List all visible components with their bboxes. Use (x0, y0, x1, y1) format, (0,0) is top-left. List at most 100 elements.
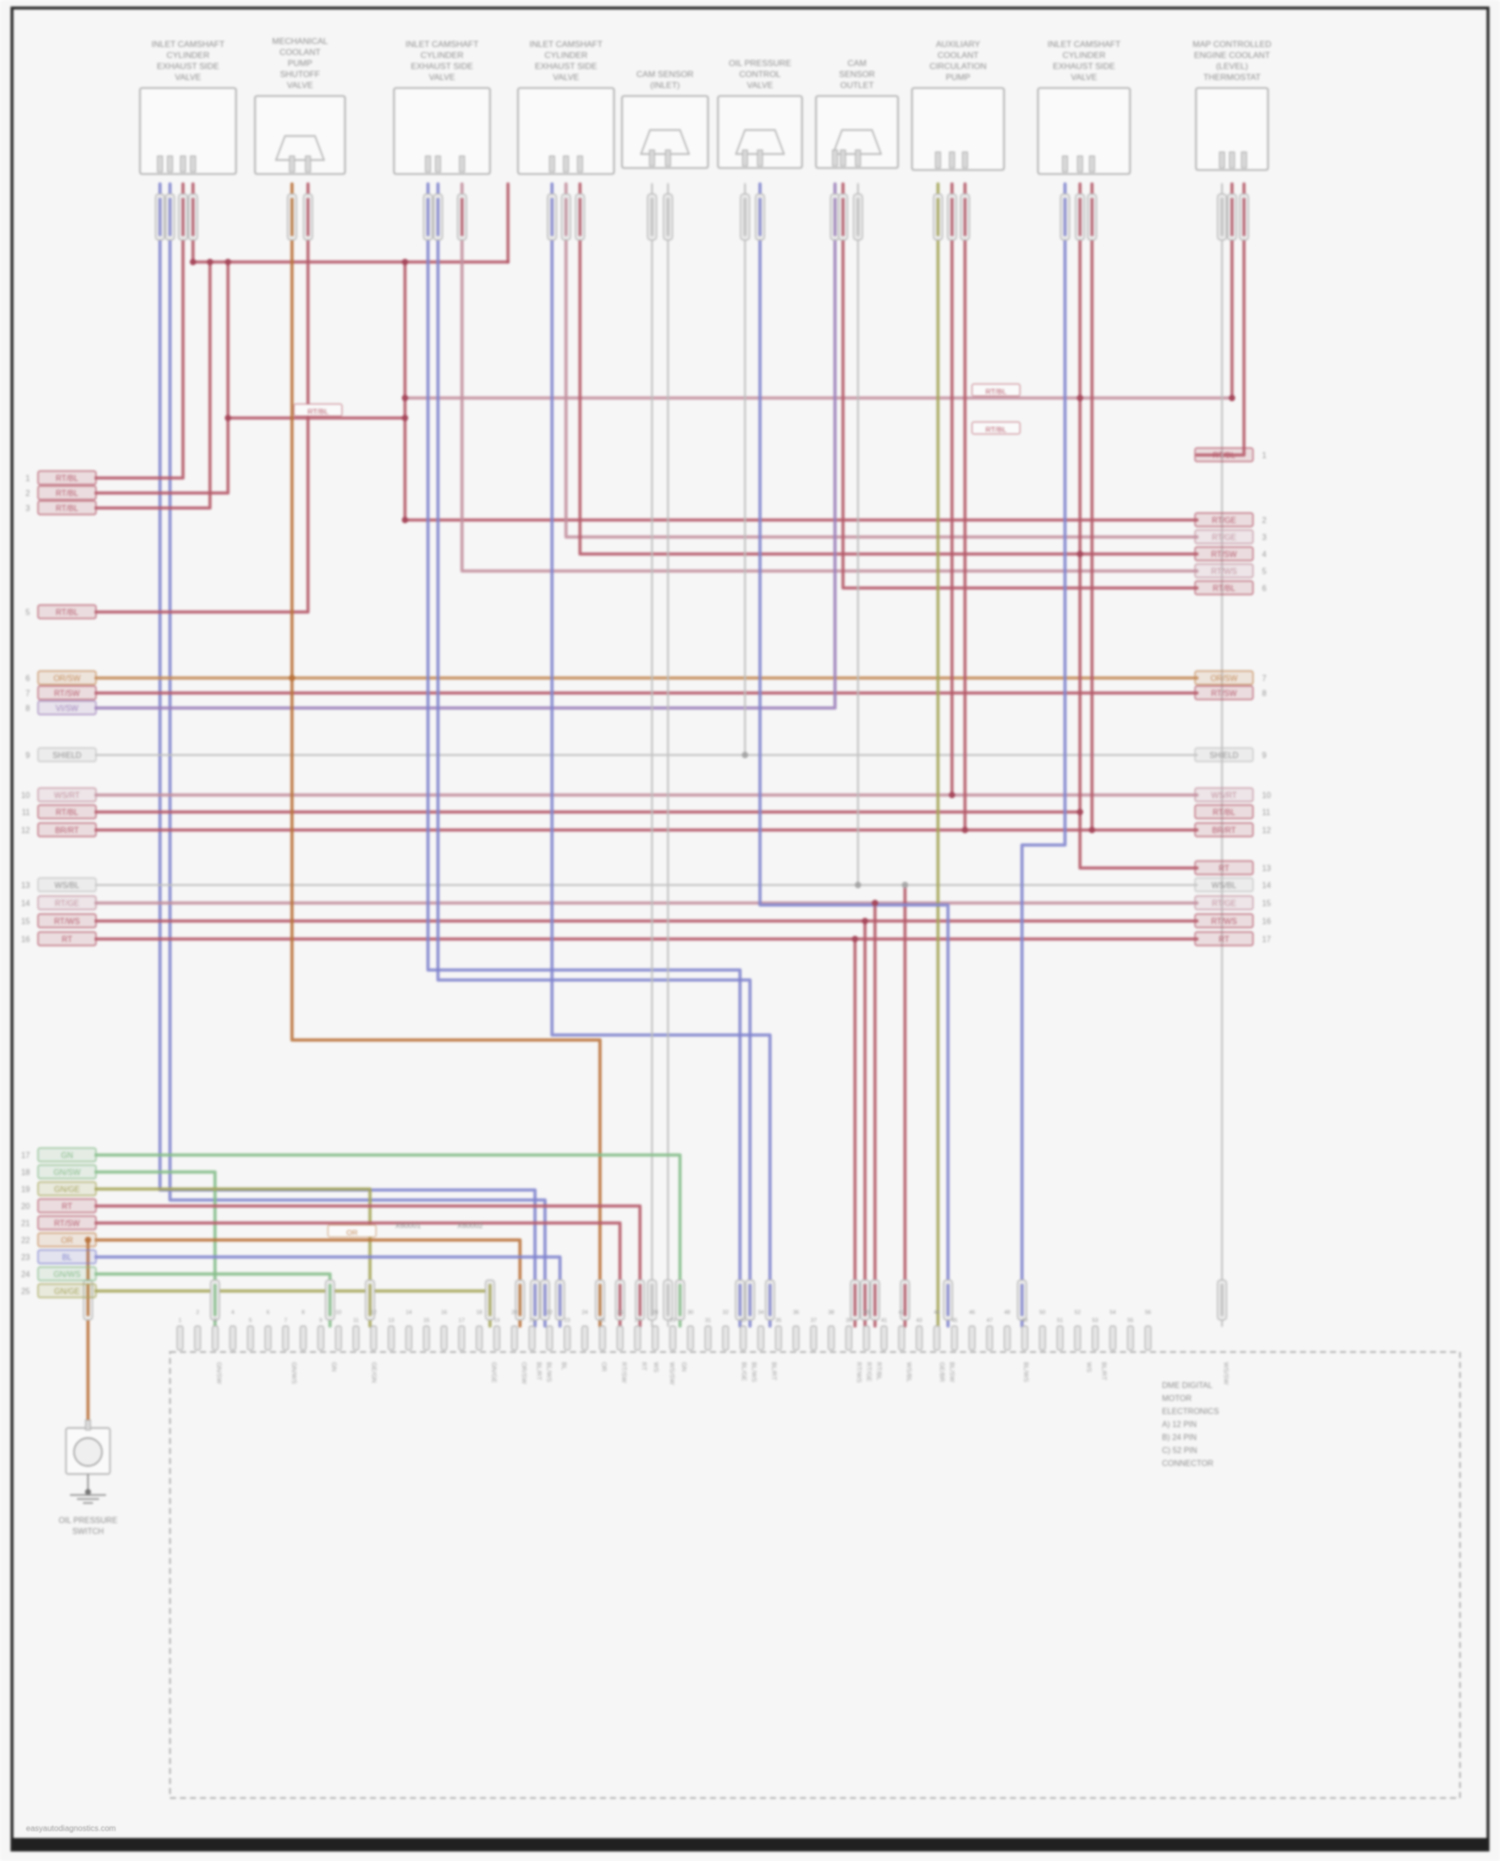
ecm-pin-number: 14 (406, 1310, 412, 1316)
inline-wire-code: RT/BL (985, 387, 1006, 396)
component-label: CYLINDER (545, 50, 588, 60)
wire-code-box (1194, 580, 1254, 596)
wire-code-box (37, 1198, 97, 1214)
component-box (621, 95, 709, 169)
junction-dot (401, 394, 409, 402)
component-pin (563, 155, 569, 173)
ecm-pin (405, 1325, 413, 1351)
component-label: CYLINDER (1063, 50, 1106, 60)
component-box (139, 87, 237, 175)
wire (94, 260, 230, 495)
inline-wire-code: OR (346, 1228, 358, 1237)
wire-code: GN/SW (53, 1168, 81, 1177)
component-label: (INLET) (650, 80, 680, 90)
ecm-pin-number: 31 (705, 1318, 711, 1324)
wire (94, 1153, 682, 1328)
wire-code: RT/SW (54, 1219, 80, 1228)
ecm-pin-code: GE/BR (938, 1362, 945, 1383)
wire-code-box (1194, 895, 1254, 911)
ecm-pin (264, 1325, 272, 1351)
ground-dot (85, 1489, 91, 1495)
ecm-pin (810, 1325, 818, 1351)
wire-code-box (1194, 860, 1254, 876)
ecm-pin (282, 1325, 290, 1351)
ecm-pin (334, 1325, 342, 1351)
ecm-pin (528, 1325, 536, 1351)
wire-code: WS/BL (1212, 881, 1237, 890)
ecm-pin (475, 1325, 483, 1351)
wire-code-box (1194, 685, 1254, 701)
component-box (1037, 87, 1131, 175)
ecm-pin (862, 1325, 870, 1351)
wire (426, 182, 742, 1328)
component-label: ENGINE COOLANT (1194, 50, 1270, 60)
ecm-pin-number: 52 (1075, 1310, 1081, 1316)
ecm-pin-number: 34 (758, 1310, 764, 1316)
wire-code: RT (1219, 864, 1230, 873)
component-pin (742, 149, 748, 167)
wire-code-box (37, 895, 97, 911)
ecm-pin-code: OR (600, 1362, 607, 1372)
ecm-pin-number: 16 (441, 1310, 447, 1316)
inline-wire-code: X60002 (457, 1221, 483, 1230)
ecm-pin-number: 11 (353, 1318, 359, 1324)
ecm-pin-number: 3 (214, 1318, 217, 1324)
junction-dot (224, 258, 232, 266)
ecm-pin (792, 1325, 800, 1351)
wire-code: BR/RT (1212, 826, 1236, 835)
component-label: SENSOR (839, 69, 875, 79)
ecm-pin-number: 50 (1039, 1310, 1045, 1316)
component-label: OIL PRESSURE (729, 58, 792, 68)
ecm-pin-number: 1 (178, 1318, 181, 1324)
ecm-pin-code: GN (330, 1362, 337, 1372)
junction-dot (288, 674, 296, 682)
wire-code: RT/GE (1212, 516, 1236, 525)
ecm-pin-number: 18 (476, 1310, 482, 1316)
ecm-pin-code: BL/RT (770, 1362, 777, 1380)
ecm-pin (299, 1325, 307, 1351)
ecm-pin (722, 1325, 730, 1351)
wire (94, 260, 212, 510)
component-label: INLET CAMSHAFT (405, 39, 478, 49)
pin-number: 7 (1262, 674, 1267, 683)
component-pin (289, 155, 295, 173)
component-label: CAM (848, 58, 867, 68)
component-label: VALVE (747, 80, 773, 90)
ecm-pin-code: GN/GE (490, 1362, 497, 1384)
component-box (517, 87, 615, 175)
junction-dot (871, 899, 879, 907)
ecm-pin (757, 1325, 765, 1351)
ecm-pin (598, 1325, 606, 1351)
ecm-legend-line: CONNECTOR (1162, 1459, 1214, 1468)
ecm-legend-line: MOTOR (1162, 1394, 1192, 1403)
ecm-pin-number: 24 (582, 1310, 588, 1316)
ecm-pin-number: 45 (951, 1318, 957, 1324)
ecm-pin-number: 36 (793, 1310, 799, 1316)
pin-number: 14 (1262, 881, 1271, 890)
pin-number: 20 (21, 1202, 30, 1211)
component-label: EXHAUST SIDE (157, 61, 220, 71)
component-pin (1241, 151, 1247, 169)
ecm-pin (1074, 1325, 1082, 1351)
wire-code-box (1194, 877, 1254, 893)
wire-code-box (37, 1249, 97, 1265)
pin-number: 4 (1262, 550, 1267, 559)
wire-code-box (37, 1283, 97, 1299)
wire-code: RT/SW (1211, 550, 1237, 559)
wire-code-box (37, 1181, 97, 1197)
component-pin (1089, 155, 1095, 173)
pin-number: 18 (21, 1168, 30, 1177)
ecm-pin (317, 1325, 325, 1351)
wire-code: OR/SW (1210, 674, 1238, 683)
wire-code: GN/WS (53, 1270, 80, 1279)
wire (94, 182, 185, 480)
ecm-pin (458, 1325, 466, 1351)
junction-dot (1076, 808, 1084, 816)
wire-code: WS/RT (1211, 791, 1237, 800)
ecm-pin-code: BL/SW (948, 1362, 955, 1383)
ecm-pin-number: 25 (599, 1318, 605, 1324)
ecm-pin-code: WS/SW (1222, 1362, 1229, 1386)
wire-code: RT/GE (55, 899, 79, 908)
wire (564, 182, 1199, 539)
component-label: VALVE (175, 72, 201, 82)
